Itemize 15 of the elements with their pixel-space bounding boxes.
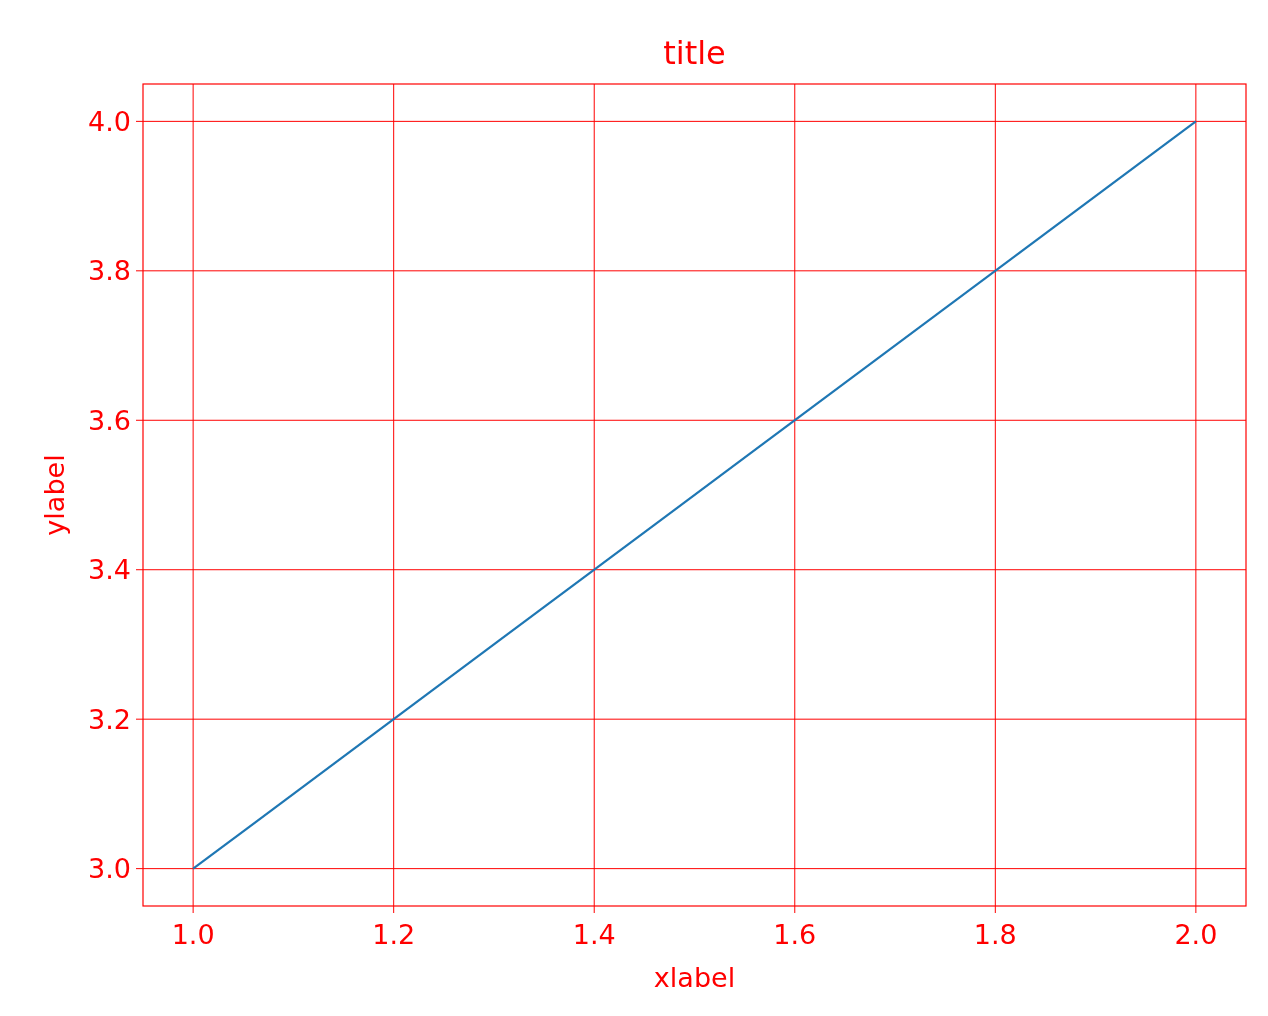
x-tick-label: 1.6 xyxy=(773,919,817,950)
y-tick-label: 4.0 xyxy=(88,105,131,137)
y-tick-label: 3.8 xyxy=(88,255,131,287)
x-tick-label: 1.0 xyxy=(171,919,215,950)
chart-title: title xyxy=(663,34,726,72)
x-tick-label: 1.8 xyxy=(973,919,1017,950)
x-tick-label: 1.4 xyxy=(572,919,616,950)
y-tick-label: 3.6 xyxy=(88,404,131,436)
y-tick-label: 3.2 xyxy=(88,703,131,735)
y-tick-label: 3.4 xyxy=(88,554,131,586)
y-axis-title: ylabel xyxy=(39,454,70,536)
x-tick-label: 2.0 xyxy=(1174,919,1218,950)
y-tick-label: 3.0 xyxy=(88,853,131,885)
x-axis-title: xlabel xyxy=(653,962,736,993)
x-tick-label: 1.2 xyxy=(372,919,416,950)
